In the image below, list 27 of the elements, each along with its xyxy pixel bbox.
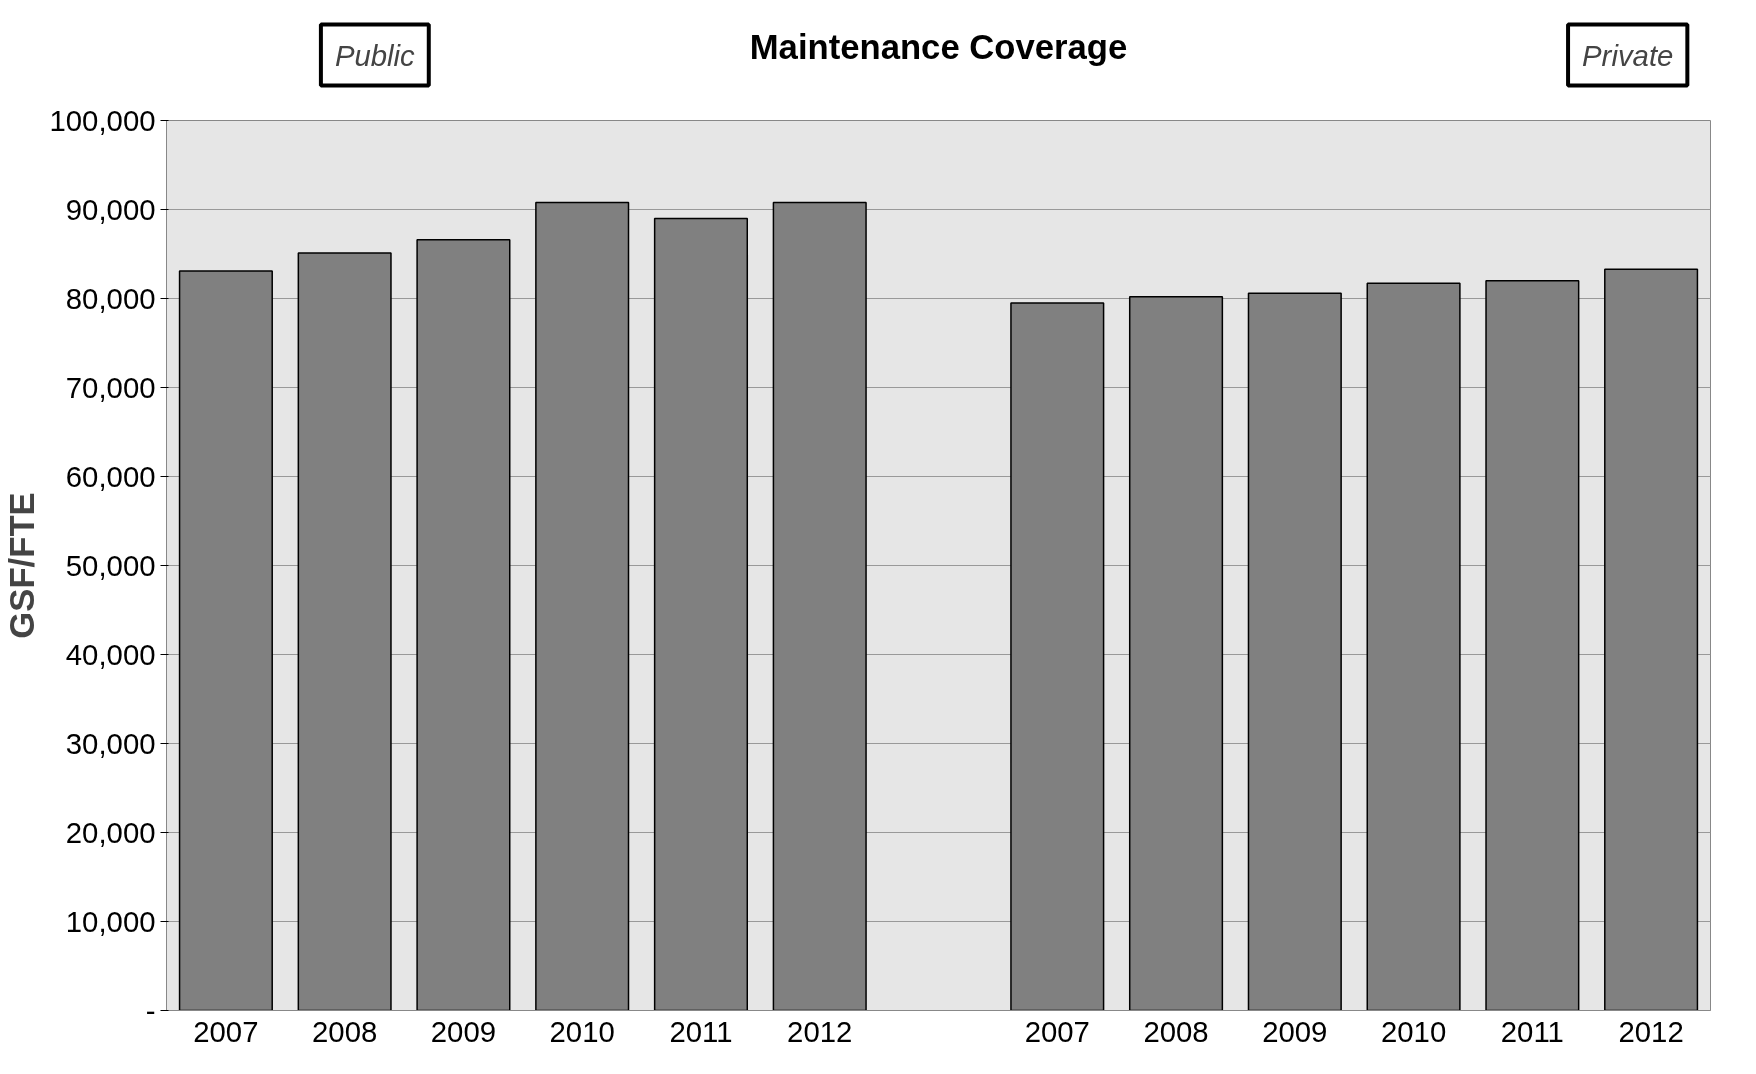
x-tick-label: 2010 (549, 1014, 615, 1048)
y-tick-label: 100,000 (49, 103, 156, 137)
x-tick-label: 2011 (1500, 1014, 1564, 1048)
y-tick-label: 90,000 (65, 192, 156, 226)
y-tick-label: 70,000 (65, 370, 156, 404)
x-tick-label: 2009 (430, 1014, 497, 1048)
y-tick-label: 80,000 (65, 281, 156, 315)
y-tick-label: 30,000 (65, 726, 156, 760)
x-tick-label: 2012 (787, 1014, 853, 1048)
y-tick-label: 60,000 (65, 459, 156, 493)
x-tick-label: 2009 (1262, 1014, 1328, 1048)
text: Public (334, 38, 416, 72)
y-axis-title: GSF/FTE (3, 492, 42, 639)
text: Private (1582, 38, 1674, 72)
y-tick-label: 50,000 (65, 548, 156, 582)
chart-title: Maintenance Coverage (749, 27, 1128, 66)
y-tick-label: - (145, 993, 156, 1027)
y-tick-label: 10,000 (65, 904, 156, 938)
y-tick-label: 40,000 (65, 637, 156, 671)
x-tick-label: 2007 (1024, 1014, 1090, 1048)
x-tick-label: 2008 (312, 1014, 378, 1048)
x-tick-label: 2007 (193, 1014, 259, 1048)
x-tick-label: 2010 (1380, 1014, 1447, 1048)
x-tick-label: 2012 (1618, 1014, 1684, 1048)
x-tick-label: 2008 (1143, 1014, 1209, 1048)
x-tick-label: 2011 (669, 1014, 733, 1048)
y-tick-label: 20,000 (65, 815, 156, 849)
